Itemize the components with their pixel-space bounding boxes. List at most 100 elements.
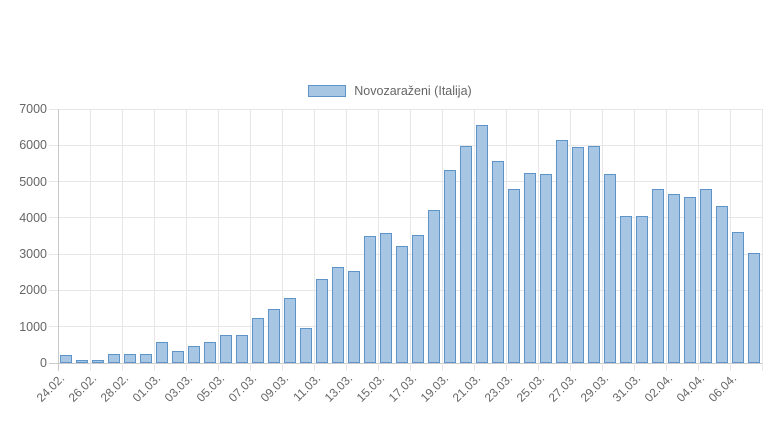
y-tick-label: 3000 <box>19 247 47 262</box>
bar-01.04.[interactable] <box>651 189 665 363</box>
bar-22.03.[interactable] <box>491 161 505 363</box>
x-tick-label: 02.04. <box>641 371 676 405</box>
bar-23.03.[interactable] <box>507 189 521 363</box>
x-tick-label: 09.03. <box>257 371 292 405</box>
y-tick-label: 5000 <box>19 174 47 189</box>
bar-11.03.[interactable] <box>315 279 329 363</box>
bar-03.03.[interactable] <box>187 346 201 363</box>
v-gridline <box>89 109 91 371</box>
x-tick-label: 26.02. <box>65 371 100 405</box>
bar-24.03.[interactable] <box>523 172 537 363</box>
y-axis-labels: 0 1000 2000 3000 4000 5000 6000 7000 <box>0 0 47 439</box>
v-gridline <box>569 109 571 371</box>
bar-19.03.[interactable] <box>443 169 457 363</box>
x-tick-label: 13.03. <box>321 371 356 405</box>
bar-08.03.[interactable] <box>267 308 281 363</box>
v-gridline <box>377 109 379 371</box>
x-tick-label: 31.03. <box>609 371 644 405</box>
x-tick-label: 01.03. <box>129 371 164 405</box>
v-gridline <box>249 109 251 371</box>
bar-05.04.[interactable] <box>715 206 729 363</box>
legend-item-novozarazeni[interactable]: Novozaraženi (Italija) <box>308 84 472 98</box>
bar-04.04.[interactable] <box>699 188 713 363</box>
v-gridline <box>121 109 123 371</box>
y-tick-label: 7000 <box>19 102 47 116</box>
bar-07.03.[interactable] <box>251 317 265 363</box>
v-gridline <box>409 109 411 371</box>
v-gridline <box>697 109 699 371</box>
bar-21.03.[interactable] <box>475 125 489 363</box>
bar-06.04.[interactable] <box>731 232 745 363</box>
legend-label: Novozaraženi (Italija) <box>354 84 472 98</box>
x-tick-label: 23.03. <box>481 371 516 405</box>
bar-20.03.[interactable] <box>459 145 473 363</box>
v-gridline <box>281 109 283 371</box>
v-gridline <box>217 109 219 371</box>
v-gridline <box>441 109 443 371</box>
x-tick-label: 21.03. <box>449 371 484 405</box>
bar-04.03.[interactable] <box>203 341 217 363</box>
bar-24.02.[interactable] <box>59 354 73 363</box>
h-gridline <box>49 144 762 146</box>
bar-26.03.[interactable] <box>555 139 569 363</box>
bar-02.03.[interactable] <box>171 350 185 363</box>
v-gridline <box>473 109 475 371</box>
v-gridline <box>153 109 155 371</box>
bar-14.03.[interactable] <box>363 236 377 363</box>
bar-06.03.[interactable] <box>235 334 249 363</box>
bar-27.03.[interactable] <box>571 146 585 363</box>
bar-25.03.[interactable] <box>539 173 553 363</box>
x-tick-label: 11.03. <box>290 371 324 405</box>
bar-28.03.[interactable] <box>587 146 601 363</box>
legend-swatch <box>308 85 347 97</box>
bar-28.02.[interactable] <box>123 354 137 363</box>
bar-16.03.[interactable] <box>395 245 409 363</box>
v-gridline <box>345 109 347 371</box>
v-gridline <box>633 109 635 371</box>
bar-29.03.[interactable] <box>603 173 617 363</box>
x-tick-label: 05.03. <box>193 371 228 405</box>
bar-15.03.[interactable] <box>379 232 393 363</box>
x-axis-line <box>49 362 762 364</box>
x-tick-label: 25.03. <box>513 371 548 405</box>
v-gridline <box>505 109 507 371</box>
v-gridline <box>729 109 731 371</box>
bar-03.04.[interactable] <box>683 196 697 363</box>
v-gridline <box>601 109 603 371</box>
bar-12.03.[interactable] <box>331 266 345 363</box>
x-tick-label: 28.02. <box>97 371 132 405</box>
bar-25.02.[interactable] <box>75 359 89 363</box>
bar-27.02.[interactable] <box>107 353 121 363</box>
bar-29.02.[interactable] <box>139 354 153 363</box>
v-gridline <box>313 109 315 371</box>
plot-area <box>49 108 763 371</box>
x-axis-labels: 24.02. 26.02. 28.02. 01.03. 03.03. 05.03. 07.0… <box>34 371 762 432</box>
bar-01.03.[interactable] <box>155 342 169 363</box>
bar-13.03.[interactable] <box>347 270 361 363</box>
bar-26.02.[interactable] <box>91 360 105 363</box>
v-gridline <box>665 109 667 371</box>
bar-10.03.[interactable] <box>299 327 313 363</box>
y-axis-line <box>57 109 59 371</box>
v-gridline <box>761 109 763 371</box>
bar-07.04.[interactable] <box>747 252 761 363</box>
bar-18.03.[interactable] <box>427 210 441 363</box>
v-gridline <box>185 109 187 371</box>
h-gridline <box>49 181 762 183</box>
y-tick-label: 0 <box>40 356 47 370</box>
h-gridline <box>49 217 762 219</box>
bar-05.03.[interactable] <box>219 335 233 363</box>
bar-30.03.[interactable] <box>619 216 633 363</box>
x-tick-label: 07.03. <box>225 371 260 405</box>
y-tick-label: 6000 <box>19 138 47 153</box>
bar-02.04.[interactable] <box>667 193 681 363</box>
h-gridline <box>49 108 762 110</box>
bar-31.03.[interactable] <box>635 215 649 363</box>
x-tick-label: 04.04. <box>673 371 708 405</box>
bar-17.03.[interactable] <box>411 235 425 363</box>
v-gridline <box>537 109 539 371</box>
x-tick-label: 15.03. <box>353 371 388 405</box>
bar-09.03.[interactable] <box>283 297 297 363</box>
y-tick-label: 1000 <box>19 319 47 334</box>
